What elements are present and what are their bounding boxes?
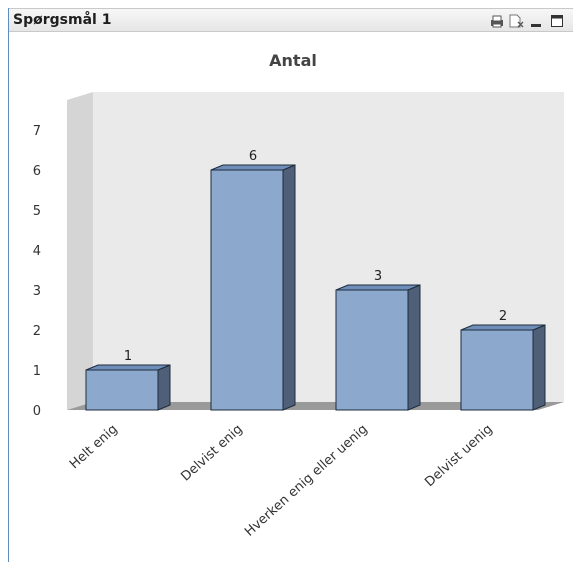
bar[interactable]: [460, 324, 546, 411]
bar-value-label: 2: [499, 309, 507, 324]
minimize-icon[interactable]: [530, 13, 544, 27]
bar[interactable]: [335, 284, 421, 411]
y-tick-label: 3: [33, 284, 41, 299]
y-tick-label: 7: [33, 124, 41, 139]
chart-floor-shadow: [67, 402, 564, 410]
y-tick-label: 6: [33, 164, 41, 179]
bar-value-label: 6: [249, 149, 257, 164]
chart-caption-title: Spørgsmål 1: [13, 12, 112, 28]
chart-left-wall: [67, 92, 93, 410]
x-tick-label: Hverken enig eller uenig: [242, 422, 371, 540]
bar[interactable]: [85, 364, 171, 411]
chart-object-window: Spørgsmål 1 Antal: [8, 8, 573, 562]
bar-value-label: 1: [124, 349, 132, 364]
bar[interactable]: [210, 164, 296, 411]
x-tick-label: Helt enig: [67, 422, 121, 472]
bar-value-label: 3: [374, 269, 382, 284]
chart-title: Antal: [269, 51, 317, 70]
caption-bar[interactable]: Spørgsmål 1: [9, 8, 573, 32]
y-tick-label: 4: [33, 244, 41, 259]
y-tick-label: 1: [33, 364, 41, 379]
maximize-icon[interactable]: [550, 13, 564, 27]
x-tick-label: Delvist enig: [178, 422, 245, 485]
y-tick-label: 2: [33, 324, 41, 339]
y-tick-label: 5: [33, 204, 41, 219]
clear-selection-icon[interactable]: [509, 13, 524, 28]
x-tick-label: Delvist uenig: [422, 422, 495, 490]
print-icon[interactable]: [490, 13, 504, 28]
y-axis: 0 1 2 3 4 5 6 7: [33, 124, 41, 419]
y-tick-label: 0: [33, 404, 41, 419]
